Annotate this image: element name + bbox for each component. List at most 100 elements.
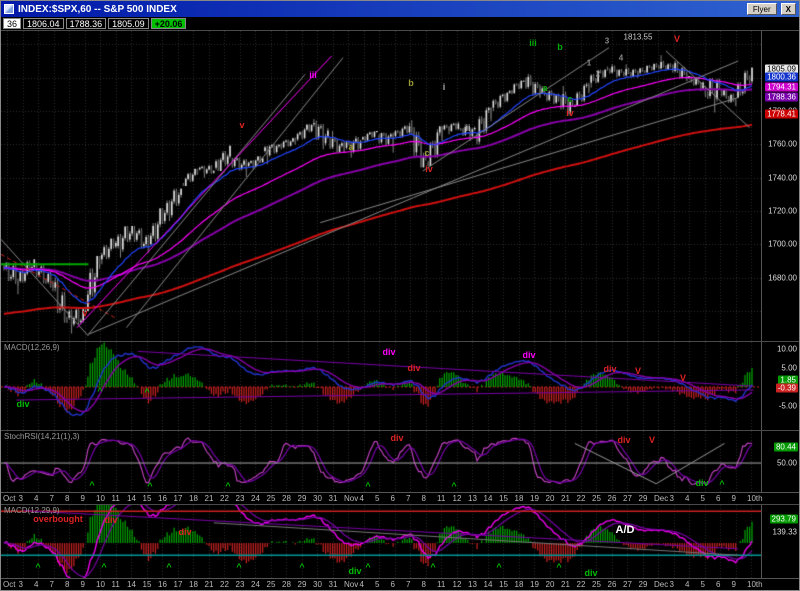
date-tick: 27 <box>623 494 632 503</box>
date-tick: 10th <box>747 580 763 589</box>
flyer-button[interactable]: Flyer <box>746 3 777 15</box>
date-tick: 21 <box>561 580 570 589</box>
date-tick: 11 <box>111 494 120 503</box>
ad-axis[interactable]: 139.33 293.79 <box>761 505 799 578</box>
date-tick: 20 <box>545 580 555 589</box>
date-tick: 6 <box>716 494 721 503</box>
date-tick: 5 <box>375 494 380 503</box>
date-tick: Oct <box>3 494 16 503</box>
date-tick: 26 <box>607 580 617 589</box>
date-tick: 10th <box>747 494 763 503</box>
axis-label: 1760.00 <box>768 139 797 149</box>
price-panel[interactable]: 1780.001760.001740.001720.001700.001680.… <box>1 30 799 341</box>
date-tick: 22 <box>220 580 229 589</box>
macd-canvas[interactable] <box>1 342 761 430</box>
date-tick: Dec <box>654 494 669 503</box>
date-tick: 17 <box>173 580 183 589</box>
date-tick: Nov <box>344 580 359 589</box>
date-tick: 22 <box>576 580 586 589</box>
date-tick: 10 <box>96 580 105 589</box>
axis-badge: 1778.41 <box>765 109 798 119</box>
date-tick: 8 <box>421 580 426 589</box>
axis-label: 1740.00 <box>768 173 797 183</box>
date-tick: 17 <box>173 494 183 503</box>
ad-canvas[interactable] <box>1 505 761 578</box>
date-tick: 14 <box>127 494 136 503</box>
date-tick: 14 <box>483 494 493 503</box>
date-tick: Oct <box>3 580 16 589</box>
date-tick: 18 <box>514 494 524 503</box>
date-tick: 16 <box>158 494 167 503</box>
date-tick: 5 <box>375 580 380 589</box>
macd-axis[interactable]: 10.00 5.00 -5.00 1.85 -0.39 <box>761 342 799 430</box>
date-tick: 25 <box>266 494 276 503</box>
date-tick: 15 <box>499 580 508 589</box>
date-tick: 21 <box>561 494 570 503</box>
date-axis-lower: Oct 3 4 7 8 9 10 11 14 15 16 17 18 21 22 23 24 25 28 29 30 31… <box>1 578 799 590</box>
date-tick: 11 <box>437 494 446 503</box>
date-tick: 7 <box>49 580 54 589</box>
date-tick: 4 <box>359 580 364 589</box>
date-tick: 19 <box>530 494 539 503</box>
stochrsi-canvas[interactable] <box>1 431 761 492</box>
date-tick: 5 <box>700 494 705 503</box>
date-tick: 23 <box>235 494 245 503</box>
date-tick: 14 <box>483 580 493 589</box>
quote-low: 1788.36 <box>65 18 107 29</box>
close-button[interactable]: X <box>780 3 796 15</box>
date-tick: 25 <box>592 580 601 589</box>
axis-label: -5.00 <box>778 401 797 411</box>
date-tick: 13 <box>468 494 477 503</box>
date-tick: 18 <box>514 580 524 589</box>
stochrsi-label: StochRSI(14,21(1),3) <box>4 432 80 441</box>
date-tick: 29 <box>297 580 307 589</box>
axis-label: 50.00 <box>776 458 797 468</box>
date-tick: 14 <box>127 580 136 589</box>
date-tick: 29 <box>638 494 648 503</box>
date-tick: 11 <box>437 580 446 589</box>
ad-panel[interactable]: MACD(12,29,9) 139.33 293.79 overbought div… <box>1 504 799 578</box>
axis-label: 1700.00 <box>768 239 797 249</box>
axis-badge: 1800.36 <box>765 72 798 82</box>
date-tick: 18 <box>189 580 198 589</box>
date-tick: 11 <box>111 580 120 589</box>
axis-label: 10.00 <box>776 344 797 354</box>
date-tick: 3 <box>18 494 23 503</box>
date-tick: 15 <box>142 494 152 503</box>
date-tick: 27 <box>623 580 632 589</box>
date-tick: 6 <box>390 494 395 503</box>
stochrsi-axis[interactable]: 50.00 80.44 <box>761 431 799 492</box>
app-icon <box>4 4 14 14</box>
macd-label: MACD(12,26,9) <box>4 343 60 352</box>
date-tick: 9 <box>731 580 736 589</box>
quote-bar: 36 1806.04 1788.36 1805.09 +20.06 <box>1 17 799 30</box>
bar-count-box: 36 <box>3 18 22 29</box>
date-tick: 24 <box>251 580 260 589</box>
date-tick: 5 <box>700 580 705 589</box>
date-tick: 4 <box>685 494 690 503</box>
quote-high: 1806.04 <box>23 18 64 29</box>
axis-badge: 1805.09 <box>765 64 798 74</box>
date-tick: 23 <box>235 580 245 589</box>
date-tick: 3 <box>669 494 674 503</box>
macd-panel[interactable]: MACD(12,26,9) 10.00 5.00 -5.00 1.85 -0.39 di… <box>1 341 799 430</box>
date-tick: 15 <box>142 580 152 589</box>
date-tick: 21 <box>204 580 214 589</box>
date-tick: 20 <box>545 494 555 503</box>
axis-badge: 1788.36 <box>765 92 798 102</box>
price-chart-canvas[interactable] <box>1 31 761 341</box>
axis-badge: 1794.31 <box>765 82 798 92</box>
date-tick: 6 <box>716 580 721 589</box>
date-tick: 24 <box>251 494 260 503</box>
date-tick: 3 <box>18 580 23 589</box>
quote-last: 1805.09 <box>108 18 149 29</box>
date-tick: 4 <box>685 580 690 589</box>
stochrsi-panel[interactable]: StochRSI(14,21(1),3) 50.00 80.44 div div V ^… <box>1 430 799 492</box>
titlebar[interactable]: INDEX:$SPX,60 -- S&P 500 INDEX Flyer X <box>1 1 799 17</box>
date-tick: 8 <box>65 580 70 589</box>
date-tick: 8 <box>65 494 70 503</box>
price-axis[interactable]: 1780.001760.001740.001720.001700.001680.… <box>761 31 799 341</box>
date-tick: 29 <box>297 494 307 503</box>
axis-label: 5.00 <box>781 363 797 373</box>
